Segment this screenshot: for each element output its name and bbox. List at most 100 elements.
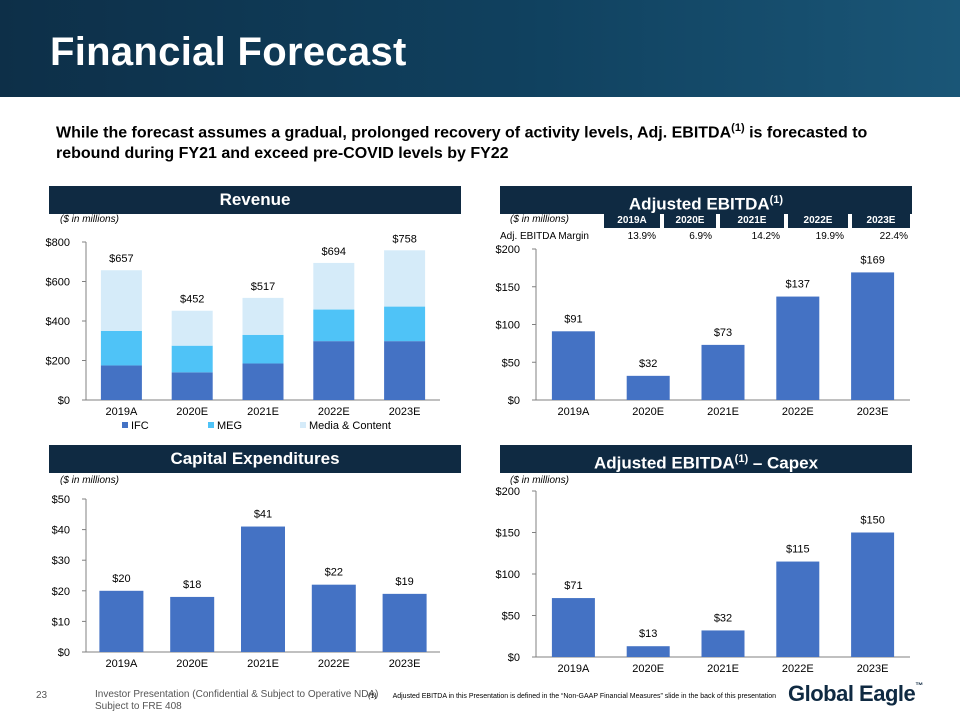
ebitda_capex-y-tick-label: $0 <box>508 652 520 664</box>
ebitda_capex-y-tick-label: $150 <box>496 528 520 540</box>
capex-data-label: $20 <box>112 573 130 585</box>
footer-line-2: Subject to FRE 408 <box>95 701 182 712</box>
revenue-y-tick-label: $200 <box>46 356 70 368</box>
ebitda_capex-x-tick-label: 2022E <box>782 663 814 674</box>
revenue-legend-label: MEG <box>217 420 242 432</box>
ebitda-x-tick-label: 2020E <box>632 406 664 418</box>
revenue-bar-ifc-2020E <box>171 372 213 400</box>
intro-footnote-ref: (1) <box>731 122 745 134</box>
ebitda-y-tick-label: $50 <box>502 357 520 369</box>
ebitda-section-title: Adjusted EBITDA <box>628 194 770 214</box>
capex-x-tick-label: 2021E <box>247 658 279 670</box>
intro-text-a: While the forecast assumes a gradual, pr… <box>56 124 732 142</box>
revenue-bar-ifc-2021E <box>242 363 284 400</box>
ebitda-x-tick-label: 2019A <box>557 406 589 418</box>
ebitda-y-tick-label: $0 <box>508 395 520 407</box>
ebitda-bar-2019A <box>551 331 595 400</box>
ebitda_capex-x-tick-label: 2021E <box>707 663 739 674</box>
capex-y-tick-label: $40 <box>52 525 70 537</box>
revenue-section-header: Revenue <box>49 186 461 214</box>
revenue-chart: $0 $200 $400 $600 $800 $657 2019A $452 2020E $517… <box>46 233 440 432</box>
ebitda_capex-data-label: $13 <box>639 628 657 640</box>
revenue-x-tick-label: 2019A <box>105 406 137 418</box>
revenue-total-label: $694 <box>322 246 346 258</box>
capex-section-title: Capital Expenditures <box>170 449 340 468</box>
revenue-total-label: $657 <box>109 253 133 265</box>
page-title: Financial Forecast <box>50 30 407 74</box>
capex-y-tick-label: $20 <box>52 586 70 598</box>
margin-year-2023E: 2023E <box>852 214 910 228</box>
ebitda_capex-data-label: $115 <box>786 544 810 556</box>
capex-bar-2022E <box>311 584 356 652</box>
revenue-y-tick-label: $800 <box>46 237 70 249</box>
ebitda-bar-2023E <box>851 272 895 400</box>
capex-chart: $0 $10 $20 $30 $40 $50 $20 2019A $18 2020E $41 2021… <box>52 494 440 670</box>
margin-year-2022E: 2022E <box>788 214 848 228</box>
revenue-units: ($ in millions) <box>60 214 119 225</box>
ebitda_capex-y-tick-label: $50 <box>502 611 520 623</box>
revenue-bar-ifc-2022E <box>313 341 355 400</box>
capex-bar-2019A <box>99 590 144 652</box>
ebitda-bar-2021E <box>701 344 745 400</box>
ebitda-data-label: $32 <box>639 358 657 370</box>
capex-x-tick-label: 2022E <box>318 658 350 670</box>
margin-year-2019A: 2019A <box>604 214 660 228</box>
revenue-bar-media-content-2022E <box>313 262 355 310</box>
ebitda_capex-data-label: $150 <box>860 515 884 527</box>
ebitda-y-tick-label: $200 <box>496 244 520 256</box>
revenue-y-tick-label: $600 <box>46 277 70 289</box>
revenue-legend-swatch <box>122 422 128 428</box>
margin-value-2020E: 6.9% <box>689 231 712 242</box>
logo-trademark: ™ <box>915 681 923 690</box>
revenue-x-tick-label: 2022E <box>318 406 350 418</box>
ebitda-capex-title-a: Adjusted EBITDA <box>593 453 735 473</box>
footnote-number: (1) <box>368 693 377 700</box>
intro-text-b: is forecasted to rebound during FY21 and… <box>56 124 868 163</box>
logo-text: Global Eagle <box>788 681 916 706</box>
revenue-bar-media-content-2019A <box>100 270 142 331</box>
footnote: (1) Adjusted EBITDA in this Presentation … <box>368 693 776 700</box>
ebitda_capex-bar-2021E <box>701 630 745 657</box>
capex-data-label: $19 <box>395 576 413 588</box>
revenue-bar-media-content-2020E <box>171 310 213 346</box>
revenue-bar-media-content-2023E <box>384 250 426 307</box>
ebitda-capex-section-header: Adjusted EBITDA(1) – Capex <box>500 445 912 473</box>
ebitda_capex-bar-2022E <box>776 561 820 657</box>
margin-year-2021E: 2021E <box>720 214 784 228</box>
capex-bar-2020E <box>170 596 215 652</box>
capex-y-tick-label: $30 <box>52 555 70 567</box>
ebitda_capex-data-label: $71 <box>564 580 582 592</box>
capex-y-tick-label: $50 <box>52 494 70 506</box>
revenue-legend-label: Media & Content <box>309 420 391 432</box>
capex-x-tick-label: 2020E <box>176 658 208 670</box>
margin-value-2021E: 14.2% <box>751 231 780 242</box>
margin-year-2020E: 2020E <box>664 214 716 228</box>
revenue-legend-swatch <box>300 422 306 428</box>
capex-units: ($ in millions) <box>60 475 119 486</box>
revenue-bar-media-content-2021E <box>242 297 284 335</box>
capex-bar-2023E <box>382 593 427 652</box>
ebitda-capex-chart: $0 $50 $100 $150 $200 $71 2019A $13 2020E $32 2021… <box>496 486 910 674</box>
capex-x-tick-label: 2023E <box>389 658 421 670</box>
capex-data-label: $41 <box>254 509 272 521</box>
capex-y-tick-label: $10 <box>52 616 70 628</box>
capex-data-label: $22 <box>325 567 343 579</box>
ebitda-capex-units: ($ in millions) <box>510 475 569 486</box>
ebitda_capex-bar-2020E <box>626 646 670 657</box>
ebitda-data-label: $169 <box>860 254 884 266</box>
company-logo: Global Eagle™ <box>788 681 923 707</box>
ebitda-section-header: Adjusted EBITDA(1) <box>500 186 912 214</box>
revenue-bar-meg-2019A <box>100 330 142 366</box>
margin-value-2022E: 19.9% <box>815 231 844 242</box>
ebitda-capex-title-b: – Capex <box>748 453 819 473</box>
capex-section-header: Capital Expenditures <box>49 445 461 473</box>
revenue-x-tick-label: 2020E <box>176 406 208 418</box>
ebitda-footnote-ref: (1) <box>769 194 784 206</box>
ebitda_capex-x-tick-label: 2023E <box>857 663 889 674</box>
capex-x-tick-label: 2019A <box>105 658 137 670</box>
ebitda_capex-y-tick-label: $100 <box>496 569 520 581</box>
revenue-bar-meg-2023E <box>384 306 426 342</box>
revenue-bar-meg-2022E <box>313 309 355 342</box>
ebitda-data-label: $137 <box>786 279 810 291</box>
ebitda_capex-x-tick-label: 2020E <box>632 663 664 674</box>
